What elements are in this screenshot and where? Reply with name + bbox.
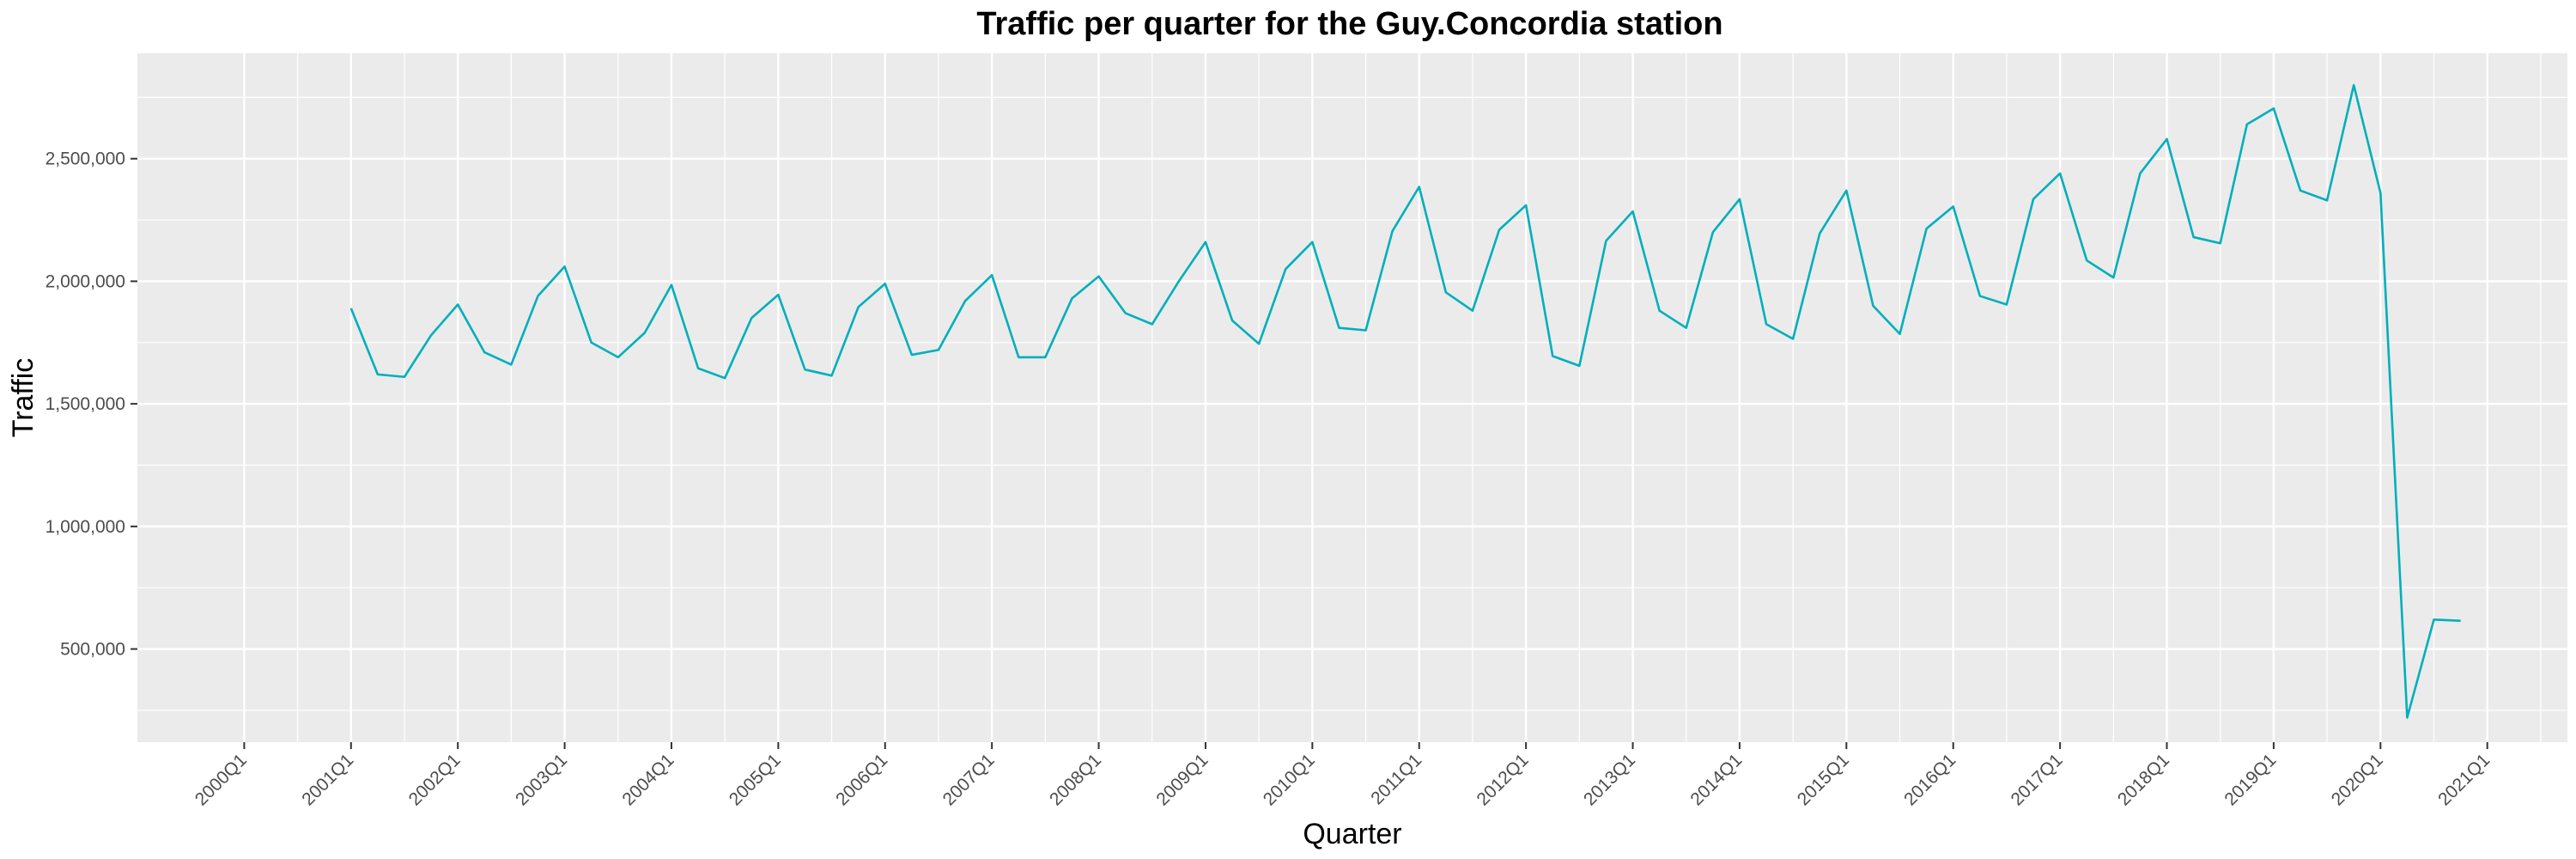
y-tick-label: 1,000,000 — [46, 517, 125, 537]
x-tick-label: 2004Q1 — [618, 750, 677, 809]
x-tick-label: 2008Q1 — [1046, 750, 1105, 809]
x-tick-label: 2018Q1 — [2114, 750, 2173, 809]
y-tick-label: 500,000 — [60, 640, 125, 660]
x-tick-label: 2017Q1 — [2008, 750, 2067, 809]
x-tick-label: 2010Q1 — [1260, 750, 1319, 809]
y-axis-title: Traffic — [7, 358, 39, 438]
x-tick-label: 2011Q1 — [1367, 750, 1425, 808]
x-tick-label: 2020Q1 — [2328, 750, 2387, 809]
x-tick-label: 2006Q1 — [832, 750, 891, 809]
x-axis: 2000Q1 2001Q1 2002Q1 2003Q1 2004Q1 2005Q1 2006… — [191, 742, 2494, 809]
y-tick-label: 1,500,000 — [46, 394, 125, 414]
x-tick-label: 2000Q1 — [191, 750, 251, 809]
major-gridlines — [137, 53, 2567, 742]
y-tick-label: 2,500,000 — [46, 149, 125, 169]
x-tick-label: 2014Q1 — [1686, 750, 1746, 809]
x-tick-label: 2002Q1 — [405, 750, 465, 809]
x-tick-label: 2016Q1 — [1900, 750, 1959, 809]
x-tick-label: 2001Q1 — [298, 750, 357, 809]
x-tick-label: 2021Q1 — [2434, 750, 2494, 809]
x-tick-label: 2012Q1 — [1473, 750, 1533, 809]
x-axis-title: Quarter — [1303, 818, 1401, 850]
y-tick-label: 2,000,000 — [46, 271, 125, 291]
x-tick-label: 2007Q1 — [939, 750, 999, 809]
x-tick-label: 2005Q1 — [726, 750, 785, 809]
series-line — [349, 83, 2461, 719]
plot-panel — [137, 53, 2567, 742]
minor-gridlines — [137, 53, 2567, 742]
x-tick-label: 2013Q1 — [1580, 750, 1639, 809]
x-tick-label: 2019Q1 — [2221, 750, 2280, 809]
x-tick-label: 2009Q1 — [1152, 750, 1212, 809]
series-layer — [349, 83, 2461, 719]
y-axis: 500,000 1,000,000 1,500,000 2,000,000 2,500,… — [46, 149, 137, 660]
x-tick-label: 2015Q1 — [1794, 750, 1853, 809]
chart-title: Traffic per quarter for the Guy.Concordi… — [976, 6, 1722, 42]
x-tick-label: 2003Q1 — [512, 750, 571, 809]
